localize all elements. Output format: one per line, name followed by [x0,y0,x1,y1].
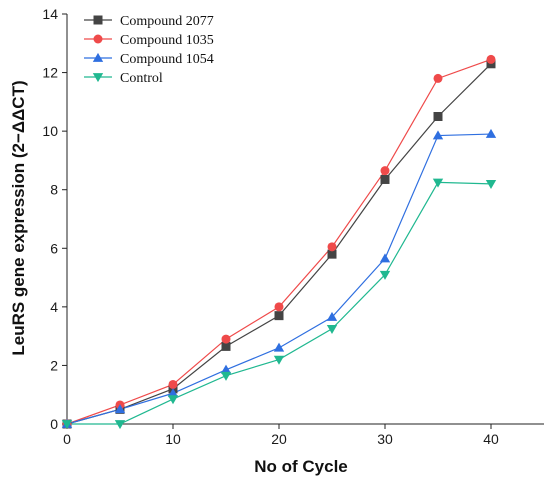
legend-label: Compound 2077 [120,14,214,29]
data-point-control [326,324,338,334]
series-line-compound-1035 [66,58,492,425]
y-tick-label: 0 [50,416,58,432]
data-point-control [114,420,126,430]
data-point-control [379,270,391,280]
legend-item-compound-1035: Compound 1035 [84,33,214,48]
legend-item-compound-2077: Compound 2077 [84,14,214,29]
data-point-compound-2077 [433,112,443,121]
data-point-compound-1054 [379,253,391,263]
data-point-compound-1035 [380,166,390,176]
legend-label: Control [120,71,163,86]
x-tick-label: 30 [377,431,393,447]
data-point-control [220,371,232,381]
data-point-compound-1035 [486,54,496,64]
data-point-control [273,355,285,365]
legend-swatch-marker [92,73,104,83]
data-point-compound-2077 [380,174,390,184]
y-tick-label: 2 [50,357,58,373]
legend-swatch-marker [93,15,103,25]
x-tick-label: 0 [63,431,71,447]
data-point-control [61,420,73,430]
data-point-control [485,180,497,190]
series-line-compound-2077 [66,63,492,425]
data-point-compound-2077 [221,341,231,351]
data-point-compound-1054 [273,342,285,352]
data-point-compound-2077 [327,249,337,259]
y-tick-label: 14 [42,6,58,22]
x-tick-label: 10 [165,431,181,447]
legend-label: Compound 1035 [120,33,214,48]
series-lines [66,58,492,425]
data-point-compound-1054 [114,404,126,414]
x-axis-title: No of Cycle [254,457,348,476]
legend-swatch-marker [93,34,103,44]
data-point-compound-1035 [168,379,178,389]
y-tick-label: 8 [50,182,58,198]
data-point-compound-1054 [432,130,444,140]
series-markers [61,54,497,430]
legend-label: Compound 1054 [120,52,214,67]
data-point-compound-1035 [221,334,231,344]
data-point-compound-1054 [167,388,179,398]
y-axis-title: LeuRS gene expression (2−ΔΔCT) [9,80,28,355]
series-line-compound-1054 [66,133,492,425]
y-tick-label: 10 [42,123,58,139]
data-point-compound-2077 [274,311,284,321]
legend-item-control: Control [84,71,163,86]
y-tick-label: 12 [42,65,58,81]
x-tick-label: 20 [271,431,287,447]
x-tick-label: 40 [483,431,499,447]
data-point-control [432,178,444,188]
legend-item-compound-1054: Compound 1054 [84,52,214,67]
legend-swatch-marker [92,52,104,62]
data-point-compound-1054 [220,364,232,374]
data-point-control [167,395,179,405]
data-point-compound-1054 [485,128,497,138]
data-point-compound-1035 [433,73,443,83]
axes: 0 10 20 30 40 0 2 4 6 8 10 12 14 [42,6,544,447]
legend: Compound 2077 Compound 1035 Compound 1054 C… [84,14,214,86]
data-point-compound-1035 [274,302,284,312]
y-tick-label: 6 [50,240,58,256]
data-point-compound-1054 [326,311,338,321]
y-tick-label: 4 [50,299,58,315]
data-point-compound-1035 [327,242,337,252]
